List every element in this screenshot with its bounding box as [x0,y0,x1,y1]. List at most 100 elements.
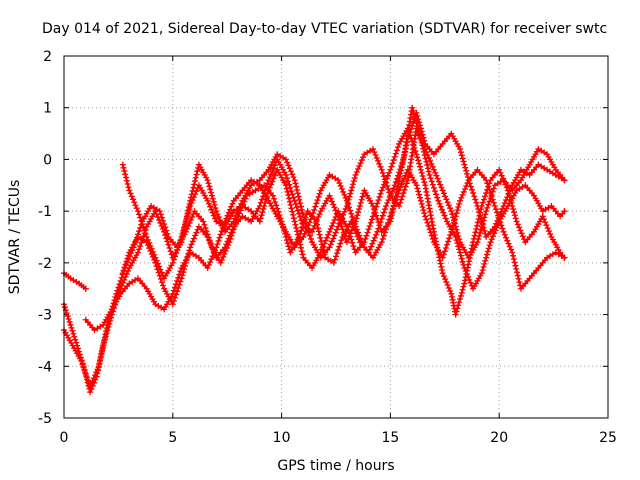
data-point [544,225,551,232]
data-point [396,173,403,180]
data-point [289,191,296,198]
data-point [486,242,493,249]
data-point [137,243,144,250]
data-point [149,253,156,260]
data-point [209,209,216,216]
data-point [320,243,327,250]
data-point [352,218,359,225]
data-point [337,219,344,226]
data-point [89,378,96,385]
data-point [348,210,355,217]
data-point [288,188,295,195]
data-point [186,219,193,226]
data-point [174,246,181,253]
data-point [269,192,276,199]
data-point [220,253,227,260]
data-point [511,259,518,266]
series-track-4 [61,270,89,292]
y-axis-label: SDTVAR / TECUs [7,180,23,295]
data-point [396,177,403,184]
data-point [456,299,463,306]
data-point [132,202,139,209]
data-point [228,229,235,236]
data-point [485,183,492,190]
data-point [314,197,321,204]
data-point [416,119,423,126]
data-point [82,371,89,378]
data-point [136,228,143,235]
data-point [418,200,425,207]
data-point [167,248,174,255]
data-point [363,232,370,239]
data-point [185,209,192,216]
data-point [287,184,294,191]
data-point [376,222,383,229]
data-point [561,177,568,184]
data-point [464,267,471,274]
x-tick-label: 25 [599,430,617,446]
data-point [259,196,266,203]
data-point [208,189,215,196]
data-point [207,239,214,246]
data-point [300,234,307,240]
data-point [350,224,357,231]
data-point [82,285,89,292]
data-point [298,206,305,213]
data-point [139,221,146,228]
data-point [262,186,269,193]
data-point [162,224,169,231]
data-point [285,192,292,199]
data-point [486,186,493,193]
data-point [455,243,462,250]
data-point [331,204,338,211]
data-point [222,244,229,251]
data-point [391,199,398,206]
data-point [311,206,318,213]
data-point [330,219,337,226]
data-point [347,207,354,214]
data-point [284,188,291,195]
data-point [348,227,355,234]
data-point [403,180,410,187]
data-point [457,197,464,204]
data-point [378,239,385,246]
data-point [192,191,199,198]
data-point [365,226,372,233]
data-point [442,244,449,251]
data-point [457,146,464,153]
data-point [119,161,126,168]
data-point [188,200,195,207]
data-point [268,171,275,178]
data-point [464,174,471,181]
data-point [484,251,491,258]
data-point [292,180,299,187]
data-point [443,241,450,248]
data-point [387,218,394,225]
data-point [429,235,436,242]
data-point [458,255,465,262]
data-point [404,135,411,142]
data-point [440,209,447,216]
data-point [437,181,444,188]
data-point [393,189,400,196]
data-point [389,188,396,195]
data-point [444,199,451,206]
data-point [337,183,344,190]
data-point [459,155,466,162]
data-point [327,241,334,248]
data-point [123,258,130,265]
data-point [219,224,226,231]
data-point [401,175,408,182]
data-point [442,215,449,222]
data-point [71,333,78,340]
data-point [464,264,471,271]
data-point [202,224,209,231]
data-point [415,157,422,164]
data-point [381,206,388,213]
data-point [147,248,154,255]
data-point [437,203,444,210]
data-point [421,179,428,186]
data-point [497,169,504,176]
data-point [358,238,365,245]
data-point [421,210,428,217]
